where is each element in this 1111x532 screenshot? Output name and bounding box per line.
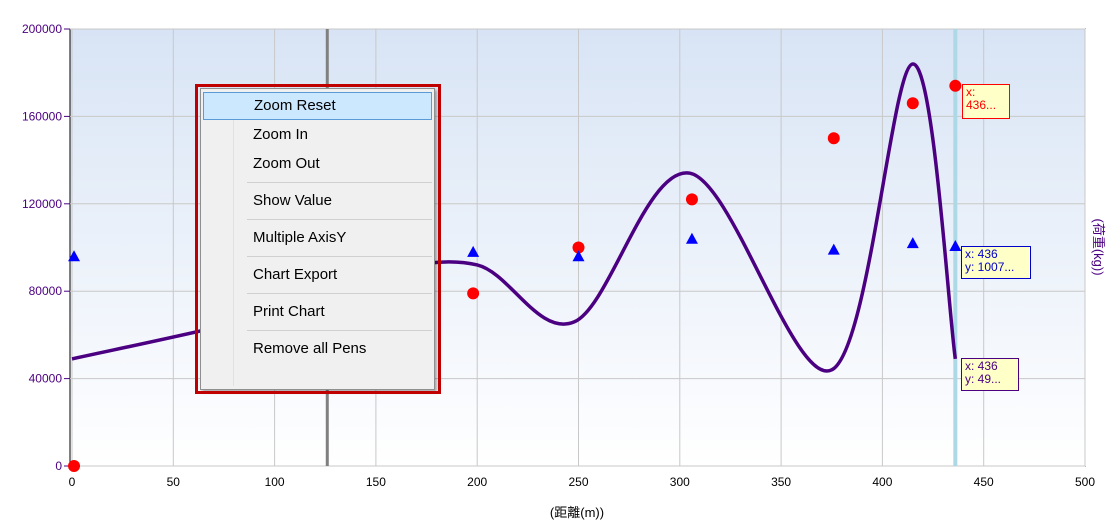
menu-multiple-axisy[interactable]: Multiple AxisY (203, 224, 432, 252)
menu-item-label: Print Chart (253, 303, 325, 320)
y-tick-label: 40000 (29, 372, 63, 386)
tooltip-blue: x: 436 y: 1007... (961, 246, 1031, 279)
x-tick-label: 100 (265, 475, 285, 489)
x-tick-label: 450 (974, 475, 994, 489)
context-menu: Zoom Reset Zoom In Zoom Out Show Value Multi… (200, 88, 435, 390)
y-tick-label: 80000 (29, 284, 63, 298)
x-tick-label: 250 (568, 475, 588, 489)
menu-zoom-out[interactable]: Zoom Out (203, 150, 432, 178)
red-point[interactable] (827, 132, 840, 145)
red-point[interactable] (906, 97, 919, 110)
red-point[interactable] (467, 287, 480, 300)
menu-item-label: Multiple AxisY (253, 229, 347, 246)
menu-show-value[interactable]: Show Value (203, 187, 432, 215)
menu-separator (247, 182, 432, 183)
menu-item-label: Show Value (253, 192, 332, 209)
blue-triangle-series (68, 232, 962, 262)
menu-separator (247, 330, 432, 331)
menu-item-label: Zoom Reset (254, 97, 336, 114)
menu-item-label: Zoom In (253, 126, 309, 143)
red-point[interactable] (572, 241, 585, 254)
x-axis-label: (距離(m)) (550, 505, 604, 520)
x-tick-label: 500 (1075, 475, 1095, 489)
menu-separator (247, 256, 432, 257)
menu-item-label: Remove all Pens (253, 340, 367, 357)
red-point[interactable] (685, 193, 698, 206)
menu-zoom-reset[interactable]: Zoom Reset (203, 92, 432, 120)
menu-zoom-in[interactable]: Zoom In (203, 121, 432, 149)
red-point[interactable] (68, 460, 81, 472)
red-point-series (68, 79, 962, 472)
menu-item-label: Zoom Out (253, 155, 320, 172)
x-tick-label: 0 (69, 475, 76, 489)
blue-triangle-point[interactable] (68, 250, 81, 262)
menu-chart-export[interactable]: Chart Export (203, 261, 432, 289)
y-tick-label: 160000 (22, 109, 62, 123)
blue-triangle-point[interactable] (467, 245, 480, 257)
x-tick-label: 300 (670, 475, 690, 489)
menu-item-label: Chart Export (253, 266, 338, 283)
x-tick-label: 350 (771, 475, 791, 489)
x-axis-ticks: 0 50 100 150 200 250 300 350 400 450 500 (69, 475, 1096, 489)
y-axis-label: (荷重(kg)) (1091, 218, 1106, 275)
menu-icon-gutter (233, 92, 234, 386)
y-tick-label: 200000 (22, 22, 62, 36)
blue-triangle-point[interactable] (949, 239, 962, 251)
context-menu-list: Zoom Reset Zoom In Zoom Out Show Value Multi… (201, 89, 434, 367)
blue-triangle-point[interactable] (827, 243, 840, 255)
y-axis-ticks: 0 40000 80000 120000 160000 200000 (22, 22, 62, 473)
y-tick-label: 120000 (22, 197, 62, 211)
y-tick-label: 0 (55, 459, 62, 473)
blue-triangle-point[interactable] (572, 250, 585, 262)
x-tick-label: 150 (366, 475, 386, 489)
tooltip-red: x: 436... (962, 84, 1010, 119)
blue-triangle-point[interactable] (906, 237, 919, 249)
menu-remove-all-pens[interactable]: Remove all Pens (203, 335, 432, 363)
x-tick-label: 200 (467, 475, 487, 489)
blue-triangle-point[interactable] (685, 232, 698, 244)
menu-separator (247, 293, 432, 294)
x-tick-label: 400 (872, 475, 892, 489)
red-point[interactable] (949, 79, 962, 92)
menu-print-chart[interactable]: Print Chart (203, 298, 432, 326)
x-tick-label: 50 (167, 475, 181, 489)
tooltip-purple: x: 436 y: 49... (961, 358, 1019, 391)
menu-separator (247, 219, 432, 220)
